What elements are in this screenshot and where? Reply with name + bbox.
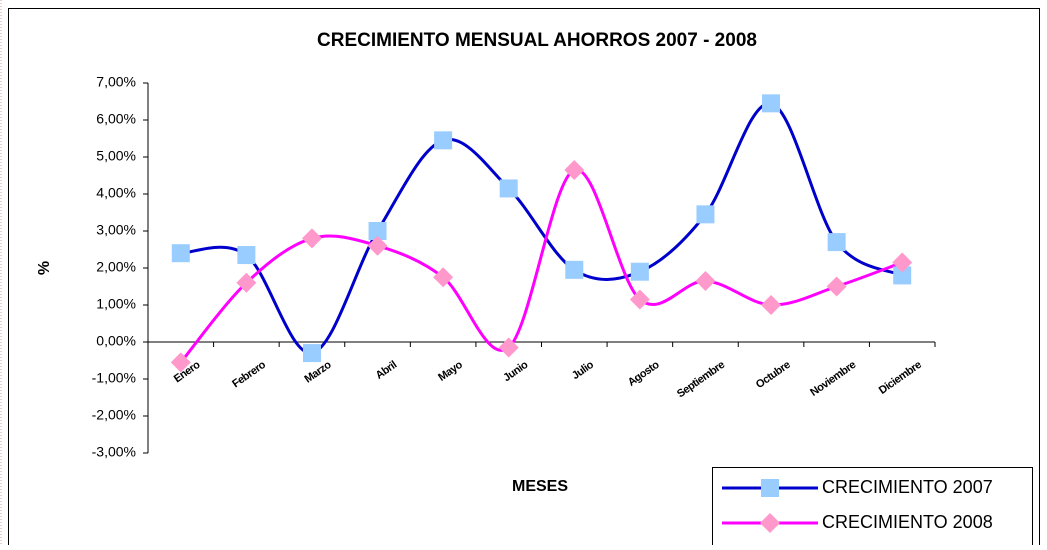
marker xyxy=(301,228,322,249)
marker xyxy=(499,179,518,198)
y-tick-label: -3,00% xyxy=(92,444,136,460)
y-tick-label: 0,00% xyxy=(96,333,136,349)
chart-frame xyxy=(8,8,1040,550)
marker xyxy=(826,276,847,297)
marker xyxy=(171,244,190,263)
marker xyxy=(629,289,650,310)
marker xyxy=(237,246,256,265)
marker xyxy=(695,270,716,291)
chart-title: CRECIMIENTO MENSUAL AHORROS 2007 - 2008 xyxy=(317,30,757,51)
marker xyxy=(630,262,649,281)
marker xyxy=(433,267,454,288)
marker xyxy=(696,205,715,224)
legend-label: CRECIMIENTO 2008 xyxy=(822,512,993,532)
marker xyxy=(368,222,387,240)
y-tick-label: 3,00% xyxy=(96,222,136,238)
marker xyxy=(302,344,321,363)
marker xyxy=(761,295,782,315)
marker xyxy=(170,352,191,373)
marker xyxy=(236,272,257,293)
y-tick-label: -2,00% xyxy=(92,407,136,423)
y-tick-label: 4,00% xyxy=(96,185,136,201)
marker xyxy=(893,266,912,285)
marker xyxy=(565,260,584,279)
y-tick-label: 6,00% xyxy=(96,111,136,127)
marker xyxy=(762,94,781,113)
marker xyxy=(564,159,585,180)
marker xyxy=(434,131,453,150)
marker xyxy=(892,252,913,273)
y-axis-label: % xyxy=(36,261,53,275)
marker xyxy=(760,513,780,533)
legend-label: CRECIMIENTO 2007 xyxy=(822,477,993,497)
marker xyxy=(498,337,519,358)
x-axis-label: MESES xyxy=(512,478,568,495)
marker xyxy=(761,479,779,497)
marker xyxy=(367,235,388,256)
y-tick-label: 1,00% xyxy=(96,296,136,312)
y-tick-label: -1,00% xyxy=(92,370,136,386)
y-tick-label: 2,00% xyxy=(96,259,136,275)
y-tick-label: 7,00% xyxy=(96,74,136,90)
marker xyxy=(827,233,846,252)
y-tick-label: 5,00% xyxy=(96,148,136,164)
